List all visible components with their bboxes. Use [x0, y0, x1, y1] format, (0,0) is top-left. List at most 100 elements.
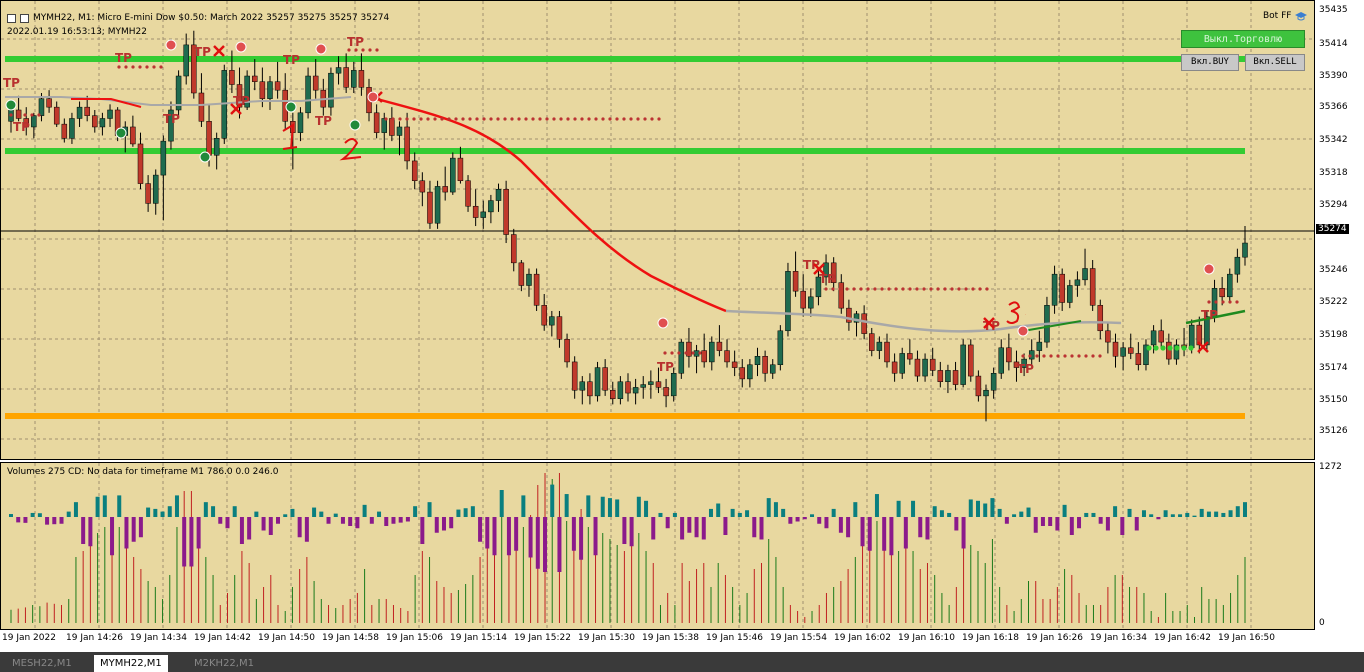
candle: [1127, 333, 1134, 360]
volume-delta-bar: [889, 517, 894, 556]
signal-dot: [384, 117, 388, 121]
exit-marker-icon: [367, 91, 379, 103]
signal-dot: [37, 113, 41, 117]
candle: [533, 268, 540, 311]
candle-body: [975, 375, 982, 397]
chart-menu-icon[interactable]: [7, 13, 16, 23]
tab-mesh22[interactable]: MESH22,M1: [12, 658, 72, 669]
volume-delta-bar: [211, 506, 216, 517]
volume-delta-bar: [990, 498, 995, 517]
candle: [602, 359, 608, 396]
signal-dot: [838, 287, 842, 291]
signal-dot: [985, 287, 989, 291]
candle-body: [442, 186, 448, 193]
volume-delta-bar: [911, 500, 916, 517]
signal-dot: [433, 117, 437, 121]
volume-delta-bar: [723, 517, 728, 535]
volume-chart[interactable]: Volumes 275 CD: No data for timeframe M1…: [0, 462, 1315, 630]
candle-body: [229, 70, 235, 85]
signal-dot: [943, 287, 947, 291]
candle: [640, 376, 646, 399]
candle: [495, 183, 502, 212]
candle-body: [1021, 358, 1027, 368]
signal-dots-green: [1146, 345, 1194, 351]
candle: [198, 73, 205, 127]
candle: [480, 200, 487, 229]
signal-dot: [368, 48, 372, 52]
candle-body: [952, 370, 959, 385]
annotation-1: 1: [301, 140, 302, 142]
tp-label: TP: [657, 360, 674, 374]
candle: [808, 288, 814, 317]
volume-delta-bar: [528, 517, 533, 558]
price-chart[interactable]: TPTPTPTPTPTPTPTPTPTPTPTPTPTPTP123 MYMH22…: [0, 0, 1315, 460]
candle: [1143, 339, 1149, 371]
candle-body: [663, 387, 669, 397]
tp-label: TP: [3, 76, 20, 90]
trading-off-button[interactable]: Выкл.Торговлю: [1181, 30, 1305, 48]
annotation-3: 3: [1025, 314, 1026, 316]
candle: [785, 262, 791, 337]
enable-sell-button[interactable]: Вкл.SELL: [1245, 54, 1305, 71]
volume-delta-bar: [571, 517, 576, 551]
ma-line-gray-right: [725, 309, 1122, 333]
volume-delta-bar: [586, 495, 591, 517]
volume-delta-bar: [485, 517, 490, 549]
signal-dots-sell: [384, 117, 661, 121]
signal-dot: [1167, 345, 1173, 351]
tab-m2kh22[interactable]: M2KH22,M1: [194, 658, 254, 669]
candle: [510, 228, 517, 272]
candle: [975, 370, 982, 402]
volume-delta-bar: [687, 517, 692, 533]
signal-dot: [391, 117, 395, 121]
signal-dot: [405, 117, 409, 121]
candle-body: [1158, 330, 1164, 343]
time-axis-label: 19 Jan 16:02: [834, 633, 891, 643]
candle: [1082, 248, 1088, 286]
signal-dot: [419, 117, 423, 121]
candle: [160, 135, 167, 221]
candle: [69, 112, 75, 144]
volume-delta-bar: [629, 517, 634, 547]
ma-line-red-left: [71, 98, 142, 108]
enable-buy-button[interactable]: Вкл.BUY: [1181, 54, 1239, 71]
candle-body: [381, 118, 387, 133]
candle: [853, 310, 860, 337]
candle-body: [610, 389, 616, 399]
volume-delta-bar: [174, 495, 179, 517]
candle-body: [937, 370, 944, 382]
volume-delta-bar: [1012, 514, 1017, 517]
candle-body: [76, 106, 83, 119]
candle: [488, 194, 494, 224]
candle: [587, 373, 593, 405]
candle-body: [244, 75, 250, 108]
volume-delta-bar: [874, 494, 879, 517]
tab-mymh22[interactable]: MYMH22,M1: [94, 655, 168, 672]
signal-dot: [1063, 354, 1067, 358]
signal-dot: [531, 117, 535, 121]
time-axis-label: 19 Jan 16:50: [1218, 633, 1275, 643]
candle-body: [899, 353, 905, 374]
candle: [419, 172, 426, 207]
signal-dot: [859, 287, 863, 291]
volume-delta-bar: [997, 508, 1002, 517]
chart-settings-icon[interactable]: [20, 13, 29, 23]
volume-delta-bar: [896, 500, 901, 517]
volume-delta-bar: [37, 513, 42, 517]
volume-delta-bar: [312, 507, 317, 517]
candle: [168, 101, 174, 150]
candle-body: [1127, 347, 1134, 354]
tp-label: TP: [819, 272, 836, 286]
volume-delta-bar: [882, 517, 887, 551]
candle: [244, 70, 250, 110]
candle-body: [503, 188, 509, 235]
volume-delta-bar: [579, 517, 584, 560]
volume-delta-bar: [110, 517, 115, 556]
candle: [838, 274, 845, 314]
candle-body: [869, 333, 875, 351]
candle-body: [571, 361, 578, 391]
candle: [274, 61, 281, 99]
candle-body: [1082, 268, 1088, 281]
candle: [450, 152, 456, 195]
